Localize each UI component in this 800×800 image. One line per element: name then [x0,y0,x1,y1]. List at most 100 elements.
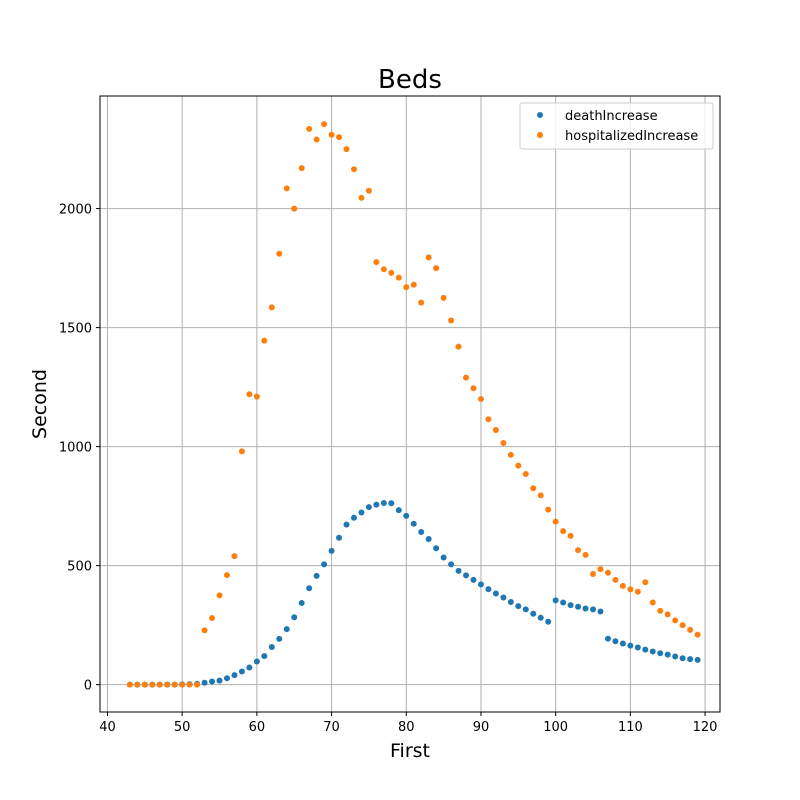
data-point-hospitalizedIncrease [604,569,611,576]
data-point-hospitalizedIncrease [373,259,380,266]
data-point-deathIncrease [679,655,686,662]
data-point-hospitalizedIncrease [455,343,462,350]
data-point-deathIncrease [268,644,275,651]
data-point-deathIncrease [321,561,328,568]
data-point-hospitalizedIncrease [560,528,567,535]
data-point-deathIncrease [627,642,634,649]
data-point-hospitalizedIncrease [530,485,537,492]
data-point-deathIncrease [597,608,604,615]
x-tick-label: 50 [174,720,191,735]
legend-label-hospitalized: hospitalizedIncrease [565,129,698,144]
data-point-deathIncrease [231,672,238,679]
data-point-deathIncrease [328,547,335,554]
data-point-deathIncrease [500,594,507,601]
data-point-deathIncrease [373,501,380,508]
data-point-deathIncrease [201,679,208,686]
data-point-hospitalizedIncrease [216,592,223,599]
data-point-hospitalizedIncrease [515,462,522,469]
data-point-deathIncrease [649,648,656,655]
data-point-deathIncrease [253,658,260,665]
data-point-hospitalizedIncrease [328,131,335,138]
data-point-hospitalizedIncrease [552,518,559,525]
data-point-deathIncrease [612,638,619,645]
y-tick-label: 1000 [59,441,92,456]
data-point-hospitalizedIncrease [522,470,529,477]
data-point-hospitalizedIncrease [627,586,634,593]
x-tick-label: 60 [249,720,266,735]
legend-marker-hospitalized [537,132,543,138]
data-point-hospitalizedIncrease [164,681,171,688]
data-point-hospitalizedIncrease [380,266,387,273]
data-point-hospitalizedIncrease [433,265,440,272]
data-points [126,121,701,688]
data-point-hospitalizedIncrease [238,448,245,455]
data-point-hospitalizedIncrease [463,374,470,381]
data-point-hospitalizedIncrease [209,614,216,621]
data-point-hospitalizedIncrease [350,166,357,173]
data-point-hospitalizedIncrease [321,121,328,128]
x-tick-label: 90 [473,720,490,735]
data-point-hospitalizedIncrease [642,579,649,586]
legend: deathIncrease hospitalizedIncrease [519,102,714,150]
data-point-hospitalizedIncrease [395,274,402,281]
data-point-hospitalizedIncrease [343,146,350,153]
data-point-deathIncrease [223,675,230,682]
x-tick-label: 70 [323,720,340,735]
data-point-deathIncrease [657,650,664,657]
data-point-hospitalizedIncrease [679,622,686,629]
x-tick-label: 120 [693,720,718,735]
data-point-hospitalizedIncrease [612,576,619,583]
data-point-hospitalizedIncrease [134,681,141,688]
data-point-deathIncrease [238,668,245,675]
data-point-deathIncrease [642,646,649,653]
legend-marker-death [537,112,543,118]
data-point-hospitalizedIncrease [313,136,320,143]
y-axis-ticks: 0 500 1000 1500 2000 [59,203,100,694]
data-point-hospitalizedIncrease [276,250,283,257]
data-point-deathIncrease [246,664,253,671]
data-point-deathIncrease [440,554,447,561]
data-point-hospitalizedIncrease [179,681,186,688]
data-point-deathIncrease [350,514,357,521]
y-tick-label: 1500 [59,322,92,337]
data-point-deathIncrease [477,581,484,588]
data-point-hospitalizedIncrease [582,551,589,558]
data-point-deathIncrease [492,590,499,597]
y-tick-label: 0 [84,679,92,694]
y-axis-label: Second [29,369,51,439]
data-point-deathIncrease [403,512,410,519]
data-point-deathIncrease [463,572,470,579]
data-point-hospitalizedIncrease [141,681,148,688]
data-point-deathIncrease [604,635,611,642]
data-point-deathIncrease [418,529,425,536]
data-point-deathIncrease [313,572,320,579]
data-point-deathIncrease [590,606,597,613]
data-point-deathIncrease [283,626,290,633]
data-point-hospitalizedIncrease [425,254,432,261]
data-point-deathIncrease [276,635,283,642]
data-point-hospitalizedIncrease [537,492,544,499]
grid [100,96,720,712]
data-point-deathIncrease [455,567,462,574]
data-point-hospitalizedIncrease [500,440,507,447]
data-point-hospitalizedIncrease [634,588,641,595]
plot-frame [99,95,721,713]
data-point-deathIncrease [485,586,492,593]
data-point-hospitalizedIncrease [156,681,163,688]
data-point-hospitalizedIncrease [492,426,499,433]
data-point-hospitalizedIncrease [410,281,417,288]
data-point-deathIncrease [343,521,350,528]
data-point-deathIncrease [410,520,417,527]
data-point-deathIncrease [358,509,365,516]
legend-label-death: deathIncrease [565,109,658,124]
data-point-hospitalizedIncrease [336,134,343,141]
data-point-deathIncrease [687,656,694,663]
data-point-hospitalizedIncrease [283,185,290,192]
data-point-hospitalizedIncrease [619,582,626,589]
data-point-hospitalizedIncrease [246,391,253,398]
data-point-deathIncrease [336,534,343,541]
data-point-hospitalizedIncrease [418,299,425,306]
data-point-deathIncrease [530,610,537,617]
data-point-hospitalizedIncrease [298,165,305,172]
y-tick-label: 500 [67,560,92,575]
